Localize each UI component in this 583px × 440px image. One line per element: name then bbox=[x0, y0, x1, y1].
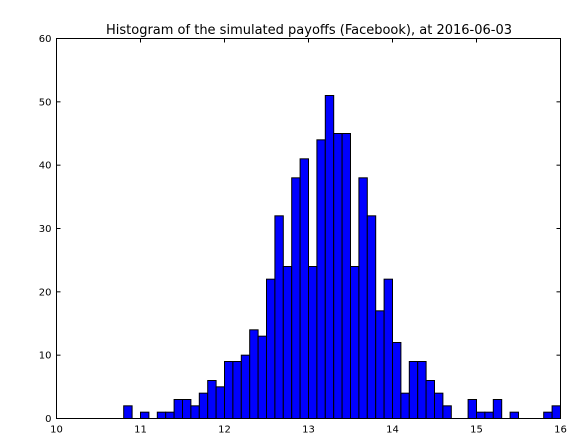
histogram-bar bbox=[333, 133, 343, 419]
x-tick-label: 10 bbox=[50, 425, 63, 436]
histogram-bar bbox=[551, 405, 561, 419]
histogram-bar bbox=[224, 361, 234, 419]
histogram-bar bbox=[207, 380, 217, 419]
histogram-bar bbox=[308, 266, 318, 419]
histogram-bar bbox=[173, 399, 184, 419]
histogram-bar bbox=[165, 411, 175, 420]
histogram-bar bbox=[316, 139, 326, 420]
x-tick-label: 11 bbox=[134, 425, 147, 436]
histogram-bar bbox=[358, 177, 368, 419]
histogram-bar bbox=[140, 411, 150, 420]
histogram-bar bbox=[274, 215, 284, 419]
histogram-bar bbox=[366, 215, 377, 419]
histogram-bar bbox=[341, 133, 352, 419]
histogram-bar bbox=[425, 380, 436, 419]
histogram-bar bbox=[190, 405, 200, 419]
histogram-bar bbox=[123, 405, 133, 419]
histogram-bar bbox=[324, 95, 335, 419]
histogram-bar bbox=[215, 386, 226, 419]
y-tick-label: 60 bbox=[39, 34, 52, 45]
histogram-bar bbox=[257, 335, 268, 420]
histogram-bar bbox=[484, 411, 494, 420]
histogram-bar bbox=[182, 399, 192, 419]
bars-layer bbox=[123, 95, 561, 420]
x-tick-label: 16 bbox=[554, 425, 567, 436]
histogram-bar bbox=[509, 411, 520, 420]
histogram-bar bbox=[434, 392, 444, 420]
y-tick-label: 20 bbox=[39, 287, 52, 298]
histogram-bar bbox=[350, 266, 360, 419]
histogram-bar bbox=[383, 278, 394, 420]
histogram-bar bbox=[400, 392, 410, 420]
histogram-bar bbox=[476, 411, 486, 420]
histogram-bar bbox=[249, 329, 259, 419]
histogram-bar bbox=[417, 361, 427, 419]
chart-title: Histogram of the simulated payoffs (Face… bbox=[106, 23, 512, 38]
histogram-bar bbox=[467, 399, 478, 419]
histogram-bar bbox=[299, 158, 310, 420]
y-tick-label: 50 bbox=[39, 97, 52, 108]
histogram-bar bbox=[232, 361, 242, 419]
y-tick-label: 40 bbox=[39, 161, 52, 172]
x-tick-label: 13 bbox=[302, 425, 315, 436]
histogram-bar bbox=[291, 177, 301, 419]
histogram-bar bbox=[198, 392, 209, 420]
histogram-bar bbox=[240, 354, 251, 420]
x-tick-label: 15 bbox=[470, 425, 483, 436]
histogram-bar bbox=[543, 411, 553, 420]
y-tick-label: 0 bbox=[45, 414, 51, 425]
histogram-bar bbox=[392, 342, 402, 419]
histogram-bar bbox=[375, 310, 385, 419]
histogram-bar bbox=[282, 266, 293, 419]
histogram-bar bbox=[156, 411, 167, 420]
ticks-layer bbox=[56, 38, 561, 419]
histogram-bar bbox=[408, 361, 419, 419]
histogram-bar bbox=[442, 405, 452, 419]
y-tick-label: 30 bbox=[39, 224, 52, 235]
x-tick-label: 12 bbox=[218, 425, 231, 436]
x-tick-label: 14 bbox=[386, 425, 399, 436]
y-tick-label: 10 bbox=[39, 351, 52, 362]
histogram-bar bbox=[492, 399, 503, 419]
histogram-bar bbox=[266, 278, 276, 420]
